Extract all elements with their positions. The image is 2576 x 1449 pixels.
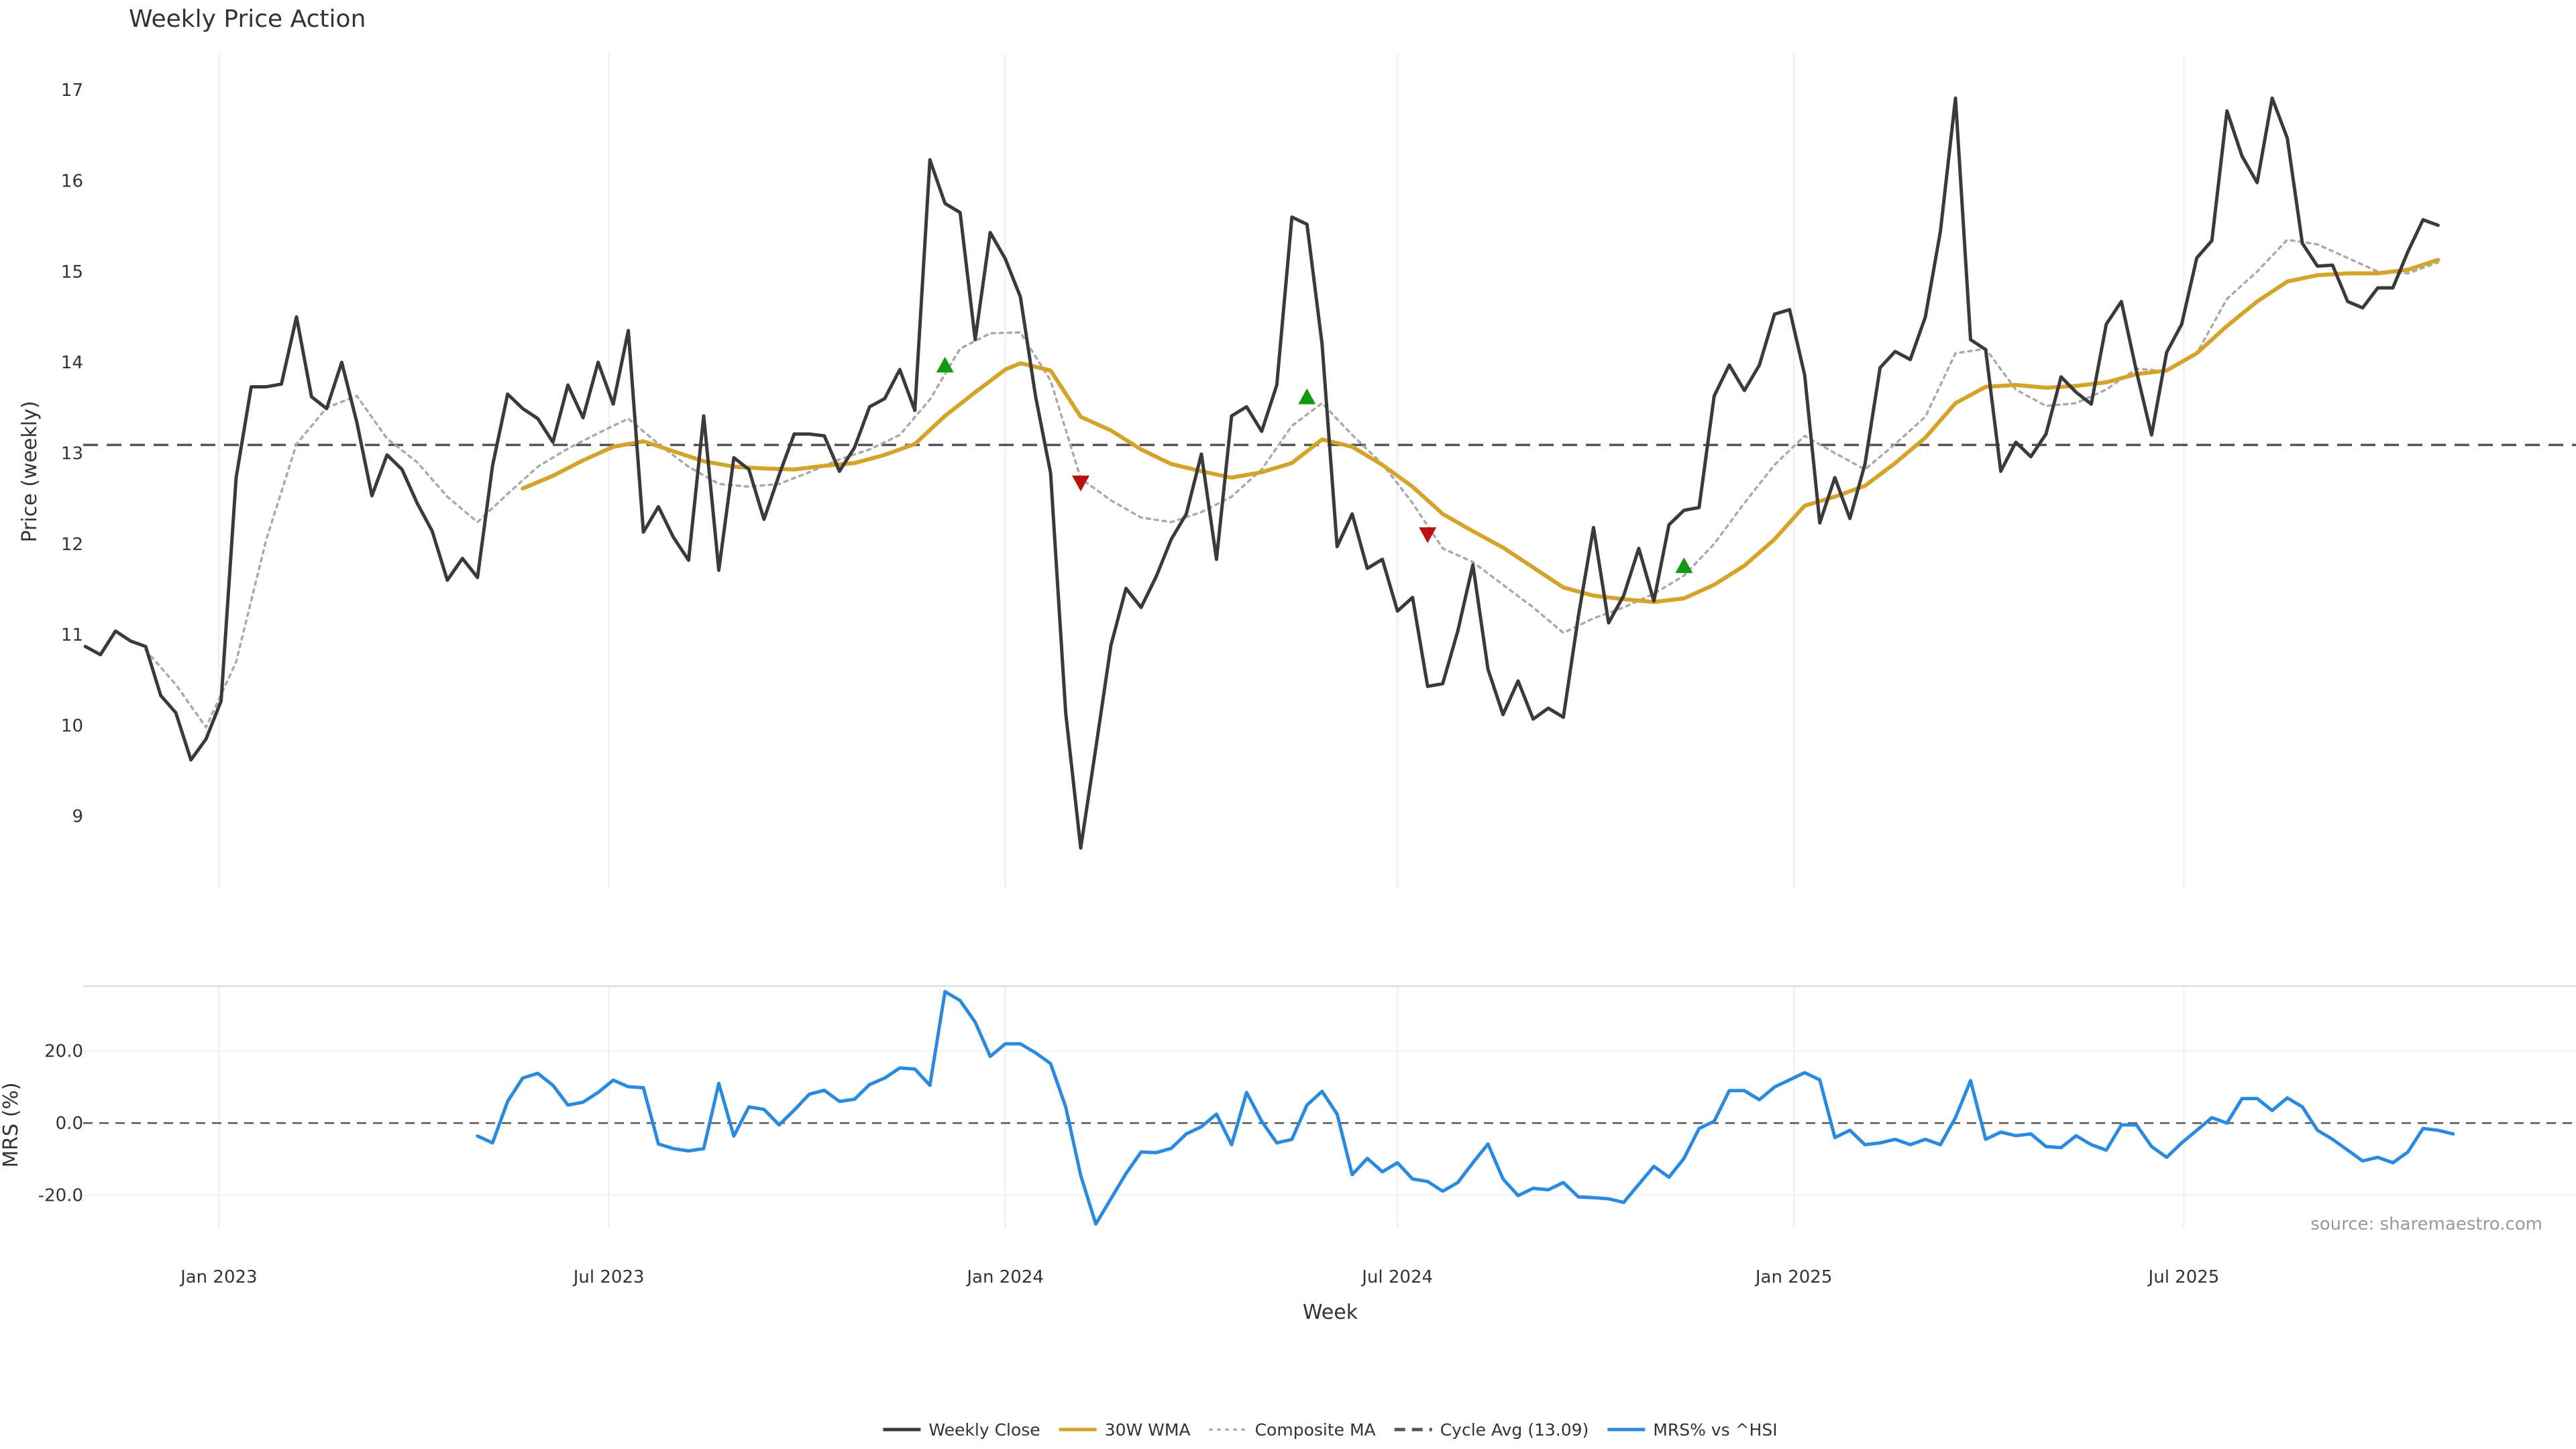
x-tick-label: Jul 2023 <box>572 1267 645 1287</box>
price-y-tick-label: 15 <box>61 262 83 282</box>
x-tick-label: Jul 2025 <box>2147 1267 2220 1287</box>
price-y-tick-label: 17 <box>61 80 83 101</box>
price-y-tick-label: 14 <box>61 353 83 373</box>
price-y-tick-label: 16 <box>61 171 83 191</box>
chart-title: Weekly Price Action <box>129 5 366 33</box>
source-note: source: sharemaestro.com <box>2310 1214 2542 1234</box>
legend-label: MRS% vs ^HSI <box>1653 1420 1777 1440</box>
legend-label: Cycle Avg (13.09) <box>1440 1420 1589 1440</box>
buy-signal-marker <box>1675 557 1693 574</box>
legend-label: 30W WMA <box>1105 1420 1191 1440</box>
price-y-tick-label: 12 <box>61 535 83 555</box>
price-y-tick-label: 11 <box>61 625 83 645</box>
legend-label: Composite MA <box>1255 1420 1376 1440</box>
price-y-axis-label: Price (weekly) <box>18 400 42 542</box>
close-series-line <box>83 96 2440 850</box>
price-y-tick-label: 10 <box>61 716 83 736</box>
mrs-y-axis-label: MRS (%) <box>0 1082 23 1167</box>
price-panel: 9 10 11 12 13 14 15 16 17 <box>61 80 2576 850</box>
mrs-series-line <box>476 989 2455 1226</box>
legend-label: Weekly Close <box>928 1420 1040 1440</box>
x-tick-label: Jan 2025 <box>1754 1267 1833 1287</box>
legend-item-wma: 30W WMA <box>1059 1420 1191 1440</box>
buy-signal-marker <box>1298 388 1316 405</box>
legend: Weekly Close 30W WMA Composite MA Cycle Avg… <box>883 1420 1778 1440</box>
legend-item-composite: Composite MA <box>1209 1420 1376 1440</box>
legend-item-cycle: Cycle Avg (13.09) <box>1394 1420 1589 1440</box>
x-tick-label: Jul 2024 <box>1360 1267 1433 1287</box>
mrs-y-tick-label: 20.0 <box>44 1042 83 1062</box>
price-y-tick-label: 9 <box>72 807 83 827</box>
sell-signal-marker <box>1419 527 1437 543</box>
x-tick-label: Jan 2024 <box>965 1267 1044 1287</box>
buy-signal-marker <box>936 356 954 373</box>
price-y-tick-label: 13 <box>61 443 83 464</box>
composite-series-line <box>144 238 2440 729</box>
sell-signal-marker <box>1072 476 1090 492</box>
mrs-y-tick-label: 0.0 <box>56 1114 83 1134</box>
x-axis: Jan 2023 Jul 2023 Jan 2024 Jul 2024 Jan 2025… <box>179 1267 2219 1287</box>
x-tick-label: Jan 2023 <box>179 1267 258 1287</box>
legend-item-close: Weekly Close <box>883 1420 1040 1440</box>
legend-item-mrs: MRS% vs ^HSI <box>1607 1420 1778 1440</box>
vertical-gridlines <box>218 54 2185 1228</box>
mrs-y-tick-label: -20.0 <box>38 1186 83 1206</box>
mrs-panel: 20.0 0.0 -20.0 <box>38 985 2576 1226</box>
x-axis-label: Week <box>1303 1301 1358 1324</box>
